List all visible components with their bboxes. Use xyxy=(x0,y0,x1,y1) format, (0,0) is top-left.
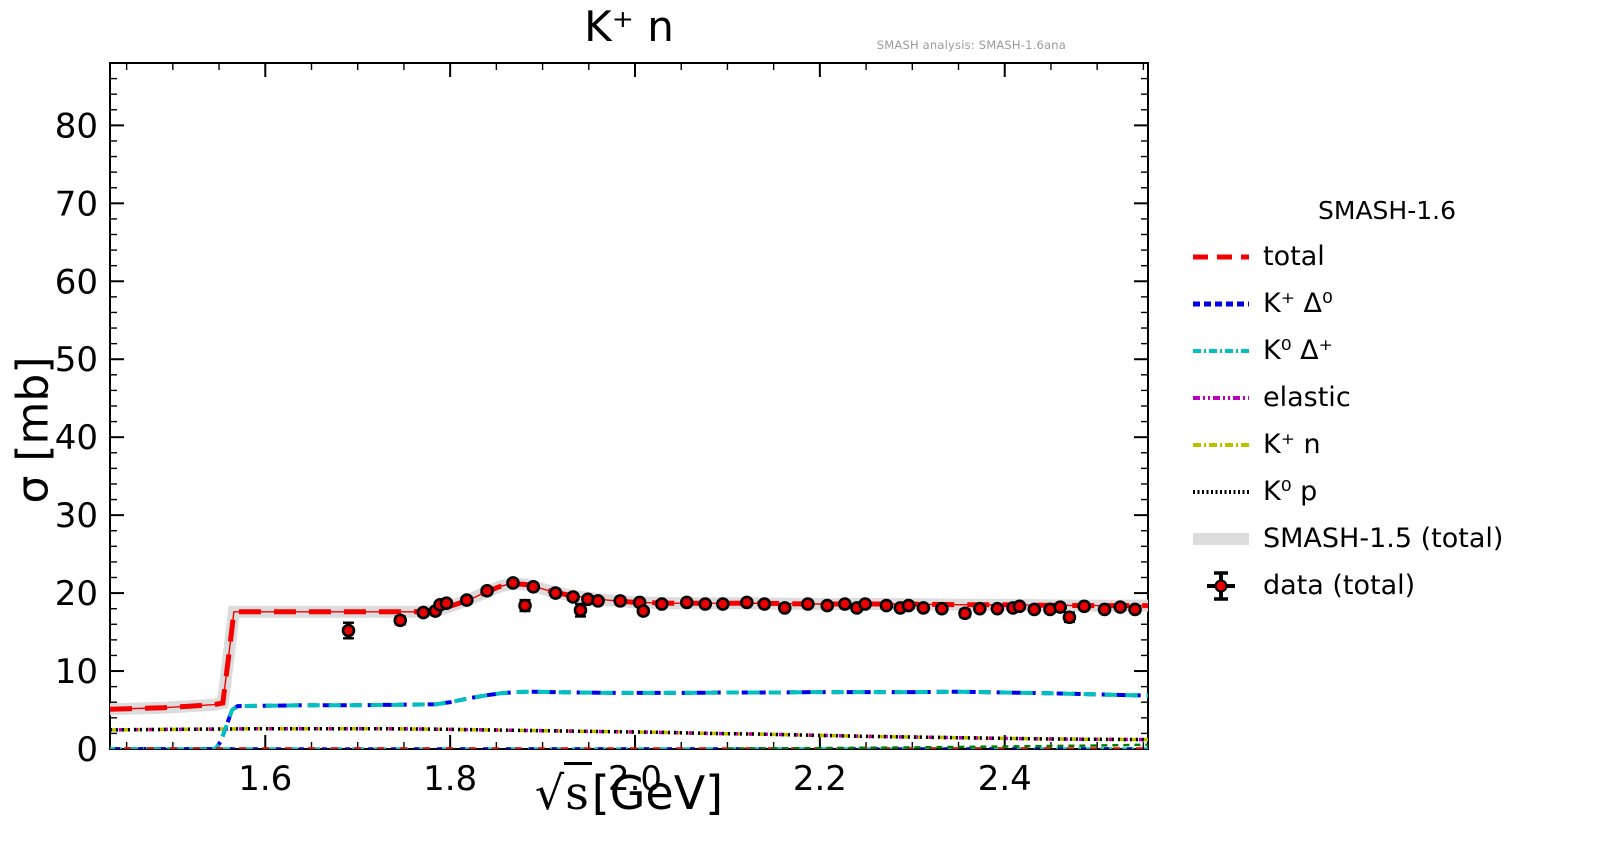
legend-label: total xyxy=(1263,241,1325,272)
data-point xyxy=(858,597,872,611)
data-point xyxy=(679,595,694,610)
data-point xyxy=(613,594,628,608)
y-tick-label: 20 xyxy=(55,574,98,614)
x-axis-label: √s[GeV] xyxy=(110,762,1148,820)
legend-label: data (total) xyxy=(1263,570,1416,601)
data-point xyxy=(416,605,431,620)
axes-frame xyxy=(109,62,1149,750)
data-point xyxy=(879,598,894,613)
legend-label: K⁰ Δ⁺ xyxy=(1263,335,1333,366)
series-unlabeled-rising-channel-(green) xyxy=(727,743,1148,749)
data-point xyxy=(1027,602,1042,617)
x-tick-label: 2.4 xyxy=(978,759,1032,799)
legend-label: elastic xyxy=(1263,382,1351,413)
legend-item-total: total xyxy=(1192,233,1592,280)
data-point xyxy=(1012,599,1027,614)
data-point xyxy=(901,598,916,613)
data-point xyxy=(935,601,949,616)
data-point xyxy=(1077,599,1092,614)
x-tick-label: 1.6 xyxy=(238,759,292,799)
legend-swatch-dash-short xyxy=(1193,301,1249,306)
legend: SMASH-1.6 total K⁺ Δ⁰ K⁰ Δ⁺ elastic K⁺ n K⁰ p… xyxy=(1192,196,1592,609)
data-point xyxy=(740,595,754,610)
data-point xyxy=(591,594,605,608)
legend-title: SMASH-1.6 xyxy=(1318,196,1456,225)
legend-swatch-dash-dot xyxy=(1193,348,1249,353)
series-K⁰-Δ⁺ xyxy=(110,689,1148,749)
data-point xyxy=(757,597,772,611)
legend-item-smash-1-5-total-: SMASH-1.5 (total) xyxy=(1192,515,1592,562)
chart-title: K⁺ n xyxy=(584,2,674,51)
data-point xyxy=(636,604,651,618)
data-point xyxy=(566,590,580,604)
sqrt-radical-glyph: √ xyxy=(534,766,565,820)
data-point xyxy=(1113,600,1128,614)
analysis-watermark: SMASH analysis: SMASH-1.6ana xyxy=(876,38,1066,52)
series-elastic xyxy=(110,726,1148,742)
data-point xyxy=(838,597,852,611)
legend-item-data-total-: data (total) xyxy=(1192,562,1592,609)
sqrt-argument: s xyxy=(564,762,592,820)
y-tick-label: 0 xyxy=(76,730,98,770)
legend-swatch-band xyxy=(1193,532,1249,545)
legend-swatch-dash-long xyxy=(1193,254,1249,259)
data-point xyxy=(716,597,730,611)
legend-label: SMASH-1.5 (total) xyxy=(1263,523,1504,554)
y-tick-label: 80 xyxy=(55,106,98,146)
data-point xyxy=(655,597,669,611)
legend-swatch-dot xyxy=(1193,489,1249,494)
y-axis-label: σ [mb] xyxy=(7,356,59,504)
data-point xyxy=(1062,610,1077,625)
legend-label: K⁺ n xyxy=(1263,429,1321,460)
data-point xyxy=(801,597,815,611)
legend-item-k-: K⁺ Δ⁰ xyxy=(1192,280,1592,327)
data-point xyxy=(439,596,454,611)
data-point xyxy=(518,598,532,613)
legend-item-elastic: elastic xyxy=(1192,374,1592,421)
data-point xyxy=(958,606,972,621)
data-point xyxy=(1053,600,1067,614)
data-point xyxy=(459,593,474,607)
legend-swatch-dash-dot-dot xyxy=(1193,395,1249,400)
data-point xyxy=(526,580,541,594)
legend-item-k-n: K⁺ n xyxy=(1192,421,1592,468)
legend-label: K⁰ p xyxy=(1263,476,1318,507)
y-tick-label: 30 xyxy=(55,496,98,536)
data-point xyxy=(341,623,356,638)
data-point xyxy=(698,597,713,611)
data-point xyxy=(820,598,835,613)
legend-label: K⁺ Δ⁰ xyxy=(1263,288,1333,319)
data-point xyxy=(990,601,1005,616)
x-tick-label: 2.2 xyxy=(793,759,847,799)
y-tick-label: 50 xyxy=(55,340,98,380)
y-tick-label: 60 xyxy=(55,262,98,302)
data-point xyxy=(548,586,563,600)
y-tick-label: 70 xyxy=(55,184,98,224)
data-point xyxy=(1128,602,1142,617)
x-tick-label: 1.8 xyxy=(423,759,477,799)
data-point xyxy=(1097,602,1112,617)
data-point xyxy=(573,603,588,618)
legend-item-k-p: K⁰ p xyxy=(1192,468,1592,515)
y-tick-label: 10 xyxy=(55,652,98,692)
legend-items: total K⁺ Δ⁰ K⁰ Δ⁺ elastic K⁺ n K⁰ p SMASH-1.5 … xyxy=(1192,233,1592,609)
data-point xyxy=(916,601,931,615)
data-point xyxy=(506,576,520,590)
data-point xyxy=(480,583,494,598)
legend-swatch-dash-dot xyxy=(1193,442,1249,447)
legend-item-k-: K⁰ Δ⁺ xyxy=(1192,327,1592,374)
x-tick-label: 2.0 xyxy=(608,759,662,799)
data-point xyxy=(393,613,408,628)
data-point xyxy=(972,601,987,616)
y-tick-label: 40 xyxy=(55,418,98,458)
x-axis-unit: [GeV] xyxy=(591,766,724,820)
data-point xyxy=(777,601,792,615)
legend-swatch-marker xyxy=(1207,570,1235,601)
